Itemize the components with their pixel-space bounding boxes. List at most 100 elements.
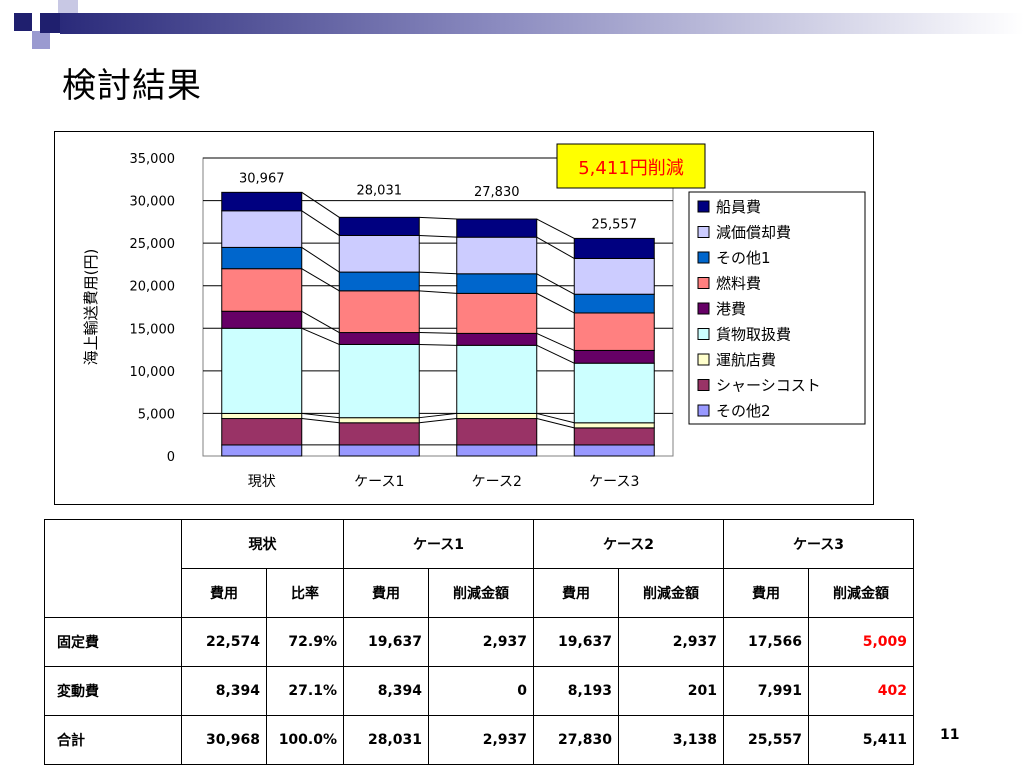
table-cell: 3,138 (618, 715, 724, 765)
bar-segment (338, 417, 420, 424)
table-sub-header: 費用 (533, 568, 619, 618)
legend-swatch (697, 200, 710, 213)
legend-label: 運航店費 (716, 351, 776, 369)
table-cell: 25,557 (723, 715, 809, 765)
bar-segment (338, 271, 420, 292)
bar-segment (221, 191, 303, 212)
decoration-square-dark (40, 13, 60, 33)
y-tick-label: 10,000 (130, 365, 176, 380)
table-cell: 72.9% (266, 617, 344, 667)
y-tick-label: 0 (167, 450, 175, 465)
table-corner-cell (44, 519, 182, 618)
bar-segment (221, 444, 303, 457)
chart-frame: 0 5,000 10,000 15,000 20,000 25,000 30,000 35,0… (54, 131, 874, 505)
total-data-label: 28,031 (357, 183, 403, 198)
bar-segment (338, 290, 420, 334)
bar-segment (221, 310, 303, 329)
bar-segment (338, 216, 420, 236)
table-sub-header: 削減金額 (808, 568, 914, 618)
legend-swatch (697, 328, 710, 340)
series-connector-line (419, 216, 457, 220)
legend-swatch (697, 302, 710, 315)
table-sub-header: 削減金額 (618, 568, 724, 618)
table-cell: 100.0% (266, 715, 344, 765)
table-group-header: ケース3 (723, 519, 914, 569)
series-connector-line (301, 412, 340, 419)
series-connector-line (536, 236, 575, 259)
table-cell: 19,637 (343, 617, 429, 667)
table-sub-header: 費用 (343, 568, 429, 618)
legend-label: その他1 (716, 249, 771, 267)
table-cell-highlight: 5,009 (808, 617, 914, 667)
bar-segment (456, 218, 538, 238)
series-connector-line (419, 234, 457, 238)
bar-segment (456, 292, 538, 334)
reduction-callout-text: 5,411円削減 (578, 158, 684, 179)
x-tick-label: 現状 (248, 474, 276, 490)
bar-segment (338, 444, 420, 457)
legend-swatch (697, 226, 710, 238)
table-cell: 19,637 (533, 617, 619, 667)
table-row: 合計 30,968 100.0% 28,031 2,937 27,830 3,1… (44, 715, 914, 765)
legend-swatch (697, 277, 710, 289)
series-connector-line (301, 246, 340, 273)
decoration-square-light (32, 31, 50, 49)
series-connector-line (536, 292, 575, 314)
y-axis-label: 海上輸送費用(円) (82, 249, 100, 366)
x-tick-label: ケース1 (354, 474, 404, 490)
table-cell: 0 (428, 666, 534, 716)
stacked-bar-chart: 0 5,000 10,000 15,000 20,000 25,000 30,000 35,0… (82, 143, 866, 490)
legend-box (688, 191, 866, 425)
decoration-square-light (58, 0, 78, 13)
table-sub-header-row: 費用 比率 費用 削減金額 費用 削減金額 費用 削減金額 (45, 568, 914, 618)
bar-segment (221, 246, 303, 270)
series-connector-line (536, 332, 575, 351)
legend-swatch (697, 379, 710, 391)
y-tick-label: 20,000 (130, 280, 176, 295)
bar-segment (456, 332, 538, 346)
page-number: 11 (940, 727, 960, 743)
bar-segment (573, 422, 655, 429)
slide-title: 検討結果 (62, 66, 202, 106)
series-connector-line (536, 412, 575, 424)
legend-label: 船員費 (716, 198, 761, 216)
bar-segment (221, 268, 303, 312)
bar-segment (573, 349, 655, 364)
legend-swatch (697, 353, 710, 366)
table-cell: 27,830 (533, 715, 619, 765)
table-group-header: 現状 (181, 519, 344, 569)
y-tick-label: 30,000 (130, 195, 176, 210)
bar-segment (338, 332, 420, 345)
legend-swatch (697, 404, 710, 417)
row-label: 合計 (44, 715, 182, 765)
series-connector-line (419, 271, 457, 275)
legend-label: 燃料費 (716, 275, 761, 293)
table-row: 変動費 8,394 27.1% 8,394 0 8,193 201 7,991 … (44, 666, 914, 716)
table-cell: 7,991 (723, 666, 809, 716)
legend-swatch (697, 251, 710, 264)
series-connector-line (419, 343, 457, 346)
series-connector-line (301, 418, 340, 424)
table-cell-highlight: 402 (808, 666, 914, 716)
series-connector-line (301, 210, 340, 236)
table-sub-header: 費用 (723, 568, 809, 618)
series-connector-line (419, 332, 457, 334)
table-sub-header: 削減金額 (428, 568, 534, 618)
table-sub-header: 費用 (181, 568, 267, 618)
series-connector-line (301, 268, 340, 292)
y-tick-label: 5,000 (138, 407, 175, 422)
bar-segment (573, 257, 655, 295)
table-cell: 5,411 (808, 715, 914, 765)
table-cell: 30,968 (181, 715, 267, 765)
x-tick-label: ケース3 (589, 474, 639, 490)
table-row: 固定費 22,574 72.9% 19,637 2,937 19,637 2,9… (44, 617, 914, 667)
series-connector-line (536, 273, 575, 295)
table-cell: 17,566 (723, 617, 809, 667)
legend-label: 貨物取扱費 (716, 326, 791, 344)
table-cell: 22,574 (181, 617, 267, 667)
series-connector-line (536, 218, 575, 239)
row-label: 固定費 (44, 617, 182, 667)
legend-label: 減価償却費 (716, 224, 791, 242)
series-connector-line (301, 310, 340, 333)
table-cell: 8,394 (343, 666, 429, 716)
